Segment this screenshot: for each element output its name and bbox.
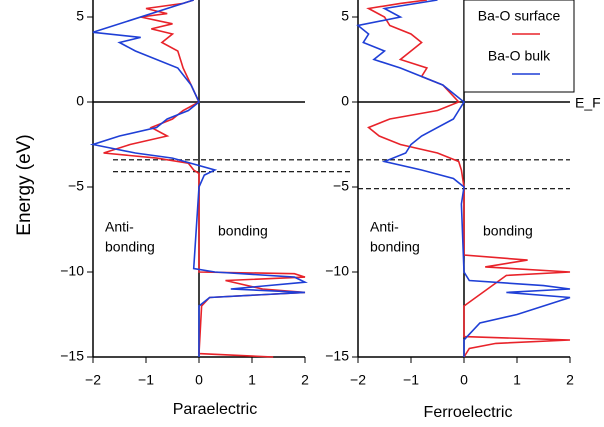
series-line [356, 0, 571, 357]
annotation: bonding [218, 223, 268, 239]
annotation: bonding [483, 223, 533, 239]
annotation: bonding [370, 239, 420, 255]
y-tick-label: −5 [333, 178, 349, 194]
legend-box [463, 0, 575, 93]
x-tick-label: −1 [403, 372, 419, 388]
annotation: Anti- [105, 219, 134, 235]
series-line [103, 0, 306, 358]
y-tick-label: 5 [341, 8, 349, 24]
x-tick-label: −1 [138, 372, 154, 388]
y-tick-label: −10 [60, 263, 84, 279]
reference-label: E_F [575, 95, 601, 111]
x-tick-label: 0 [195, 372, 203, 388]
y-tick-label: −15 [60, 348, 84, 364]
x-tick-label: 1 [513, 372, 521, 388]
legend-label: Ba-O bulk [488, 48, 551, 64]
x-tick-label: 0 [460, 372, 468, 388]
x-tick-label: 1 [248, 372, 256, 388]
y-axis-label: Energy (eV) [14, 134, 35, 235]
annotation: Anti- [370, 219, 399, 235]
x-axis-label: Paraelectric [173, 401, 257, 418]
annotation: bonding [105, 239, 155, 255]
x-tick-label: 2 [301, 372, 309, 388]
y-tick-label: −15 [325, 348, 349, 364]
x-tick-label: −2 [85, 372, 101, 388]
y-tick-label: −10 [325, 263, 349, 279]
legend-label: Ba-O surface [478, 8, 561, 24]
x-axis-label: Ferroelectric [424, 404, 513, 421]
y-tick-label: −5 [68, 178, 84, 194]
series-line [366, 0, 571, 358]
x-tick-label: 2 [566, 372, 574, 388]
y-tick-label: 0 [76, 93, 84, 109]
series-line [89, 0, 308, 357]
y-tick-label: 5 [76, 8, 84, 24]
x-tick-label: −2 [350, 372, 366, 388]
y-tick-label: 0 [341, 93, 349, 109]
